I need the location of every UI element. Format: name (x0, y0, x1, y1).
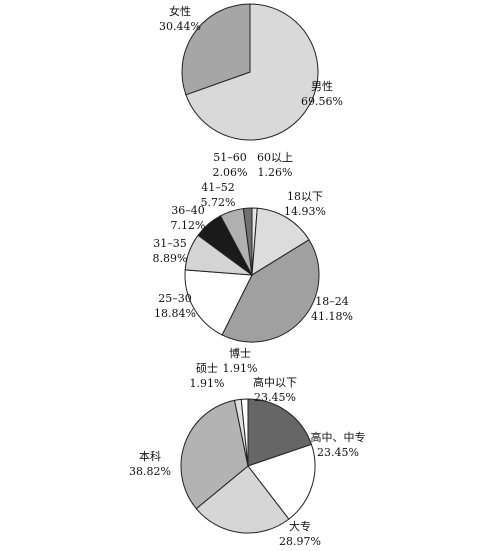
pie-slice (195, 465, 290, 534)
pie-slice (181, 3, 251, 96)
pie-slice (247, 443, 316, 520)
value-label: 14.93% (284, 205, 326, 218)
slice-label: 18以下 (287, 190, 323, 203)
pie-slice (247, 398, 313, 467)
slice-label: 51–60 (213, 151, 247, 164)
slice-label: 18–24 (315, 295, 349, 308)
slice-label: 男性 (311, 79, 333, 93)
pie-slice (180, 399, 249, 510)
value-label: 5.72% (201, 196, 236, 209)
value-label: 1.91% (190, 377, 225, 390)
value-label: 18.84% (154, 307, 196, 320)
slice-label: 25–30 (158, 292, 192, 305)
slice-label: 高中、中专 (311, 430, 366, 444)
pie-slice (242, 207, 253, 276)
slice-label: 41–52 (201, 181, 235, 194)
value-label: 2.06% (213, 166, 248, 179)
slice-label: 大专 (289, 519, 311, 533)
pie-slice (221, 239, 320, 343)
slice-label: 硕士 (196, 362, 218, 375)
value-label: 30.44% (159, 20, 201, 33)
pie-slice (251, 207, 310, 276)
value-label: 69.56% (301, 95, 343, 108)
value-label: 1.26% (258, 166, 293, 179)
slice-label: 60以上 (257, 151, 293, 164)
value-label: 38.82% (129, 465, 171, 478)
slice-label: 高中以下 (253, 375, 297, 389)
pie-slice (240, 398, 249, 467)
value-label: 1.91% (223, 362, 258, 375)
slice-label: 36–40 (171, 204, 205, 217)
pie-slice (184, 269, 253, 336)
pie-slice (185, 3, 319, 141)
slice-label: 31–35 (153, 237, 187, 250)
slice-label: 女性 (169, 4, 191, 18)
value-label: 41.18% (311, 310, 353, 323)
value-label: 7.12% (171, 219, 206, 232)
slice-label: 博士 (229, 347, 251, 360)
value-label: 23.45% (254, 391, 296, 404)
slice-label: 本科 (139, 449, 161, 463)
value-label: 28.97% (279, 535, 321, 548)
value-label: 23.45% (317, 446, 359, 459)
value-label: 8.89% (153, 252, 188, 265)
